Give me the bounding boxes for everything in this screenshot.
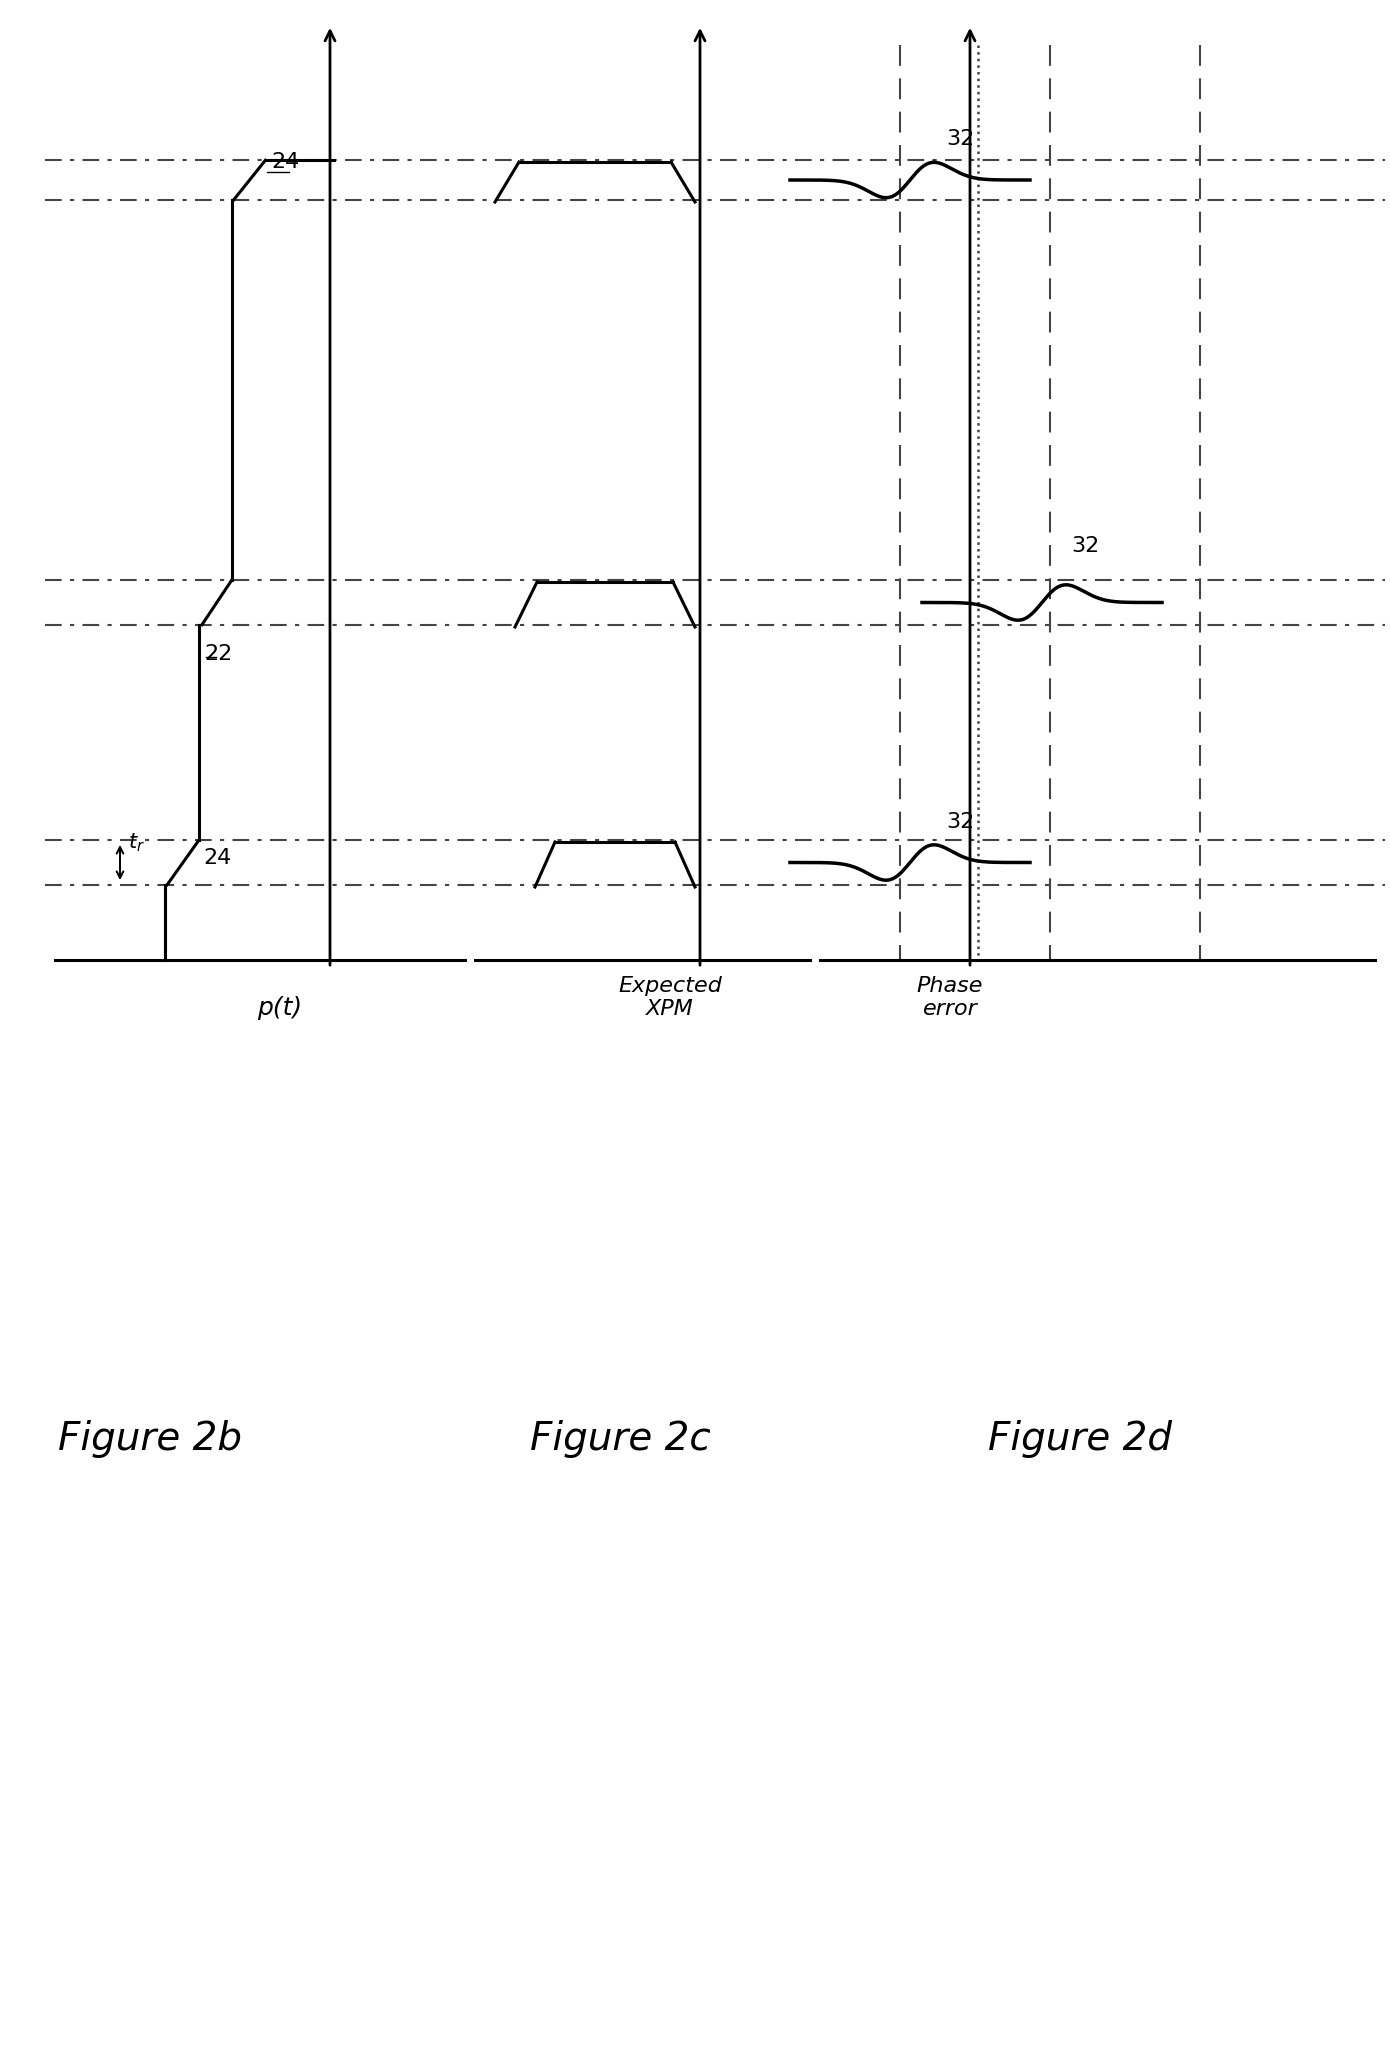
Text: t$_r$: t$_r$ (128, 831, 145, 853)
Text: 24: 24 (204, 849, 232, 868)
Text: 24: 24 (271, 151, 300, 172)
Text: 32: 32 (947, 129, 974, 149)
Text: 22: 22 (204, 644, 232, 665)
Text: 32: 32 (947, 812, 974, 831)
Text: Figure 2d: Figure 2d (988, 1420, 1172, 1459)
Text: 32: 32 (1070, 536, 1099, 557)
Text: Figure 2c: Figure 2c (530, 1420, 710, 1459)
Text: Figure 2b: Figure 2b (58, 1420, 242, 1459)
Text: p(t): p(t) (257, 996, 303, 1021)
Text: Phase
error: Phase error (917, 976, 983, 1019)
Text: Expected
XPM: Expected XPM (619, 976, 721, 1019)
